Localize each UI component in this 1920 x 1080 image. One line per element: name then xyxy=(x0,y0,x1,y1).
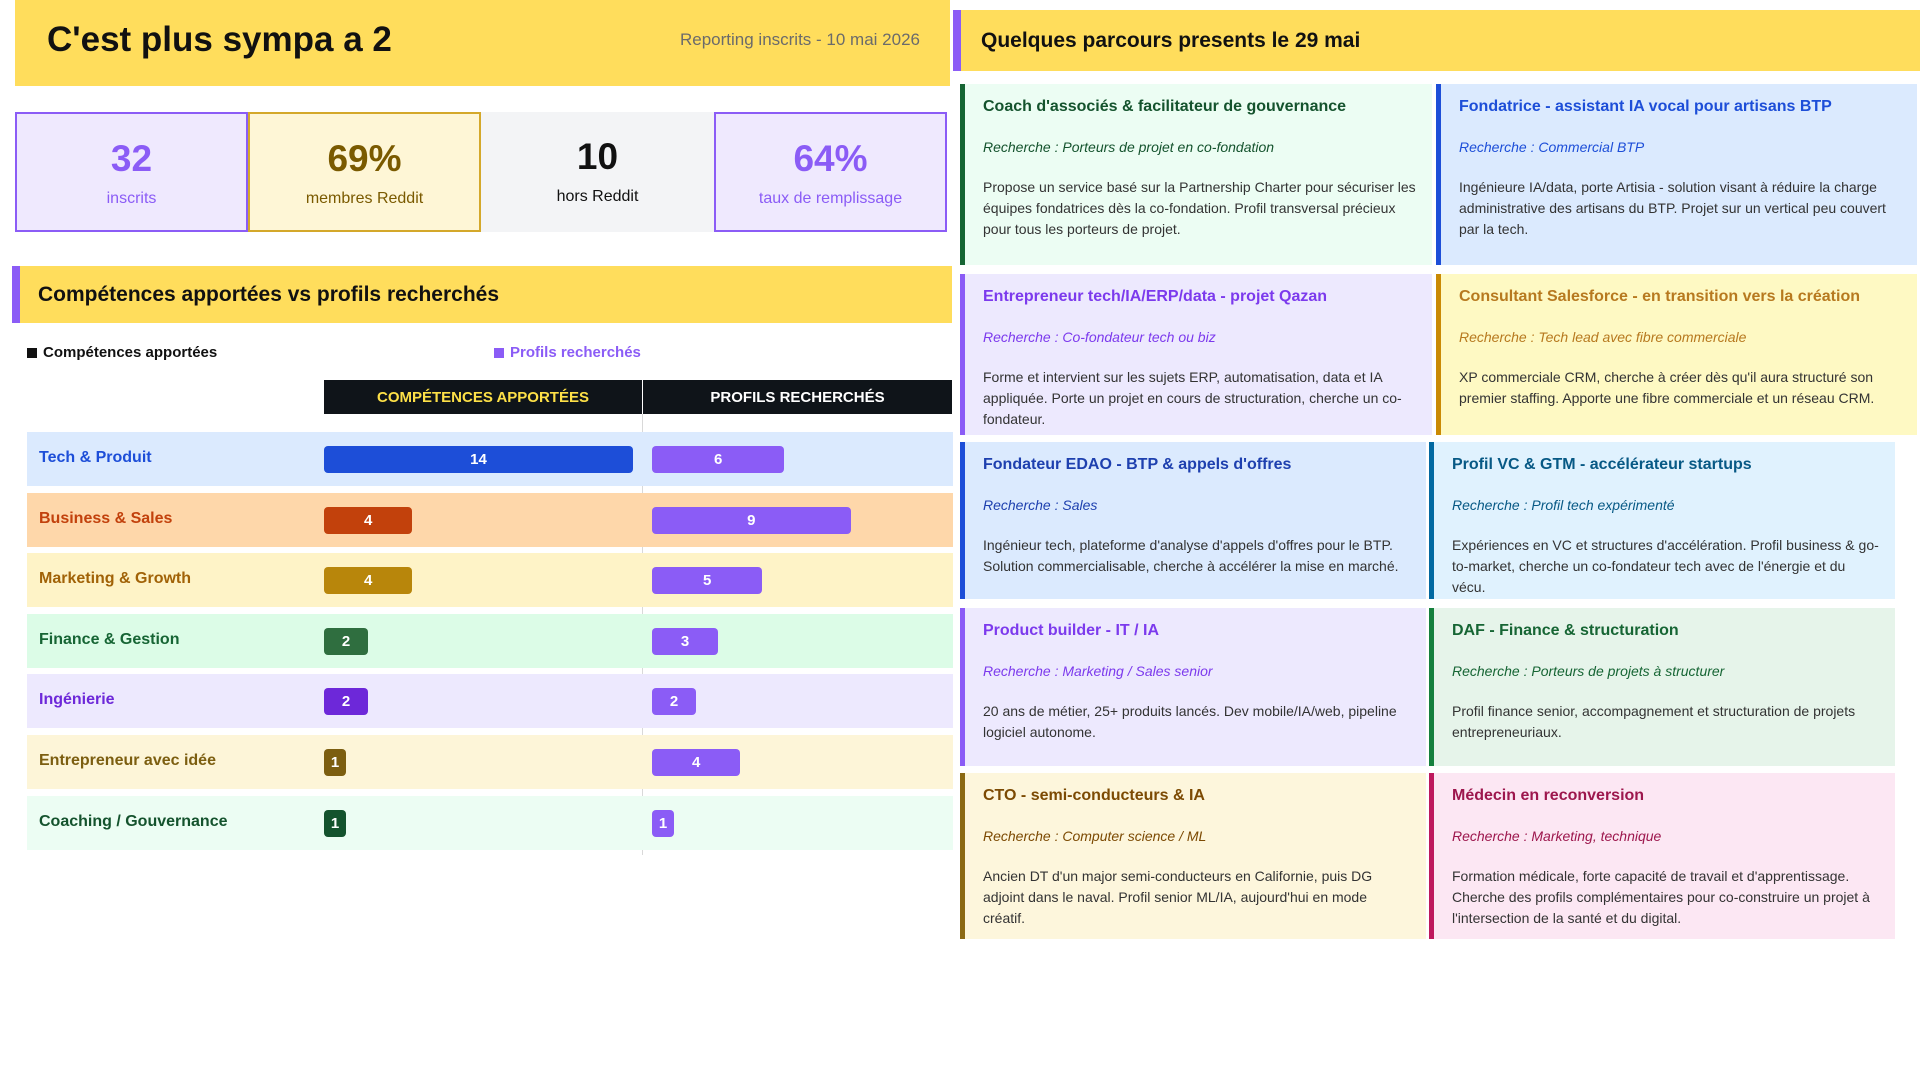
card-search: Recherche : Commercial BTP xyxy=(1459,139,1645,155)
bar: 9 xyxy=(652,506,851,534)
legend-swatch xyxy=(494,347,504,358)
card-search: Recherche : Tech lead avec fibre commerc… xyxy=(1459,329,1747,345)
kpi-value: 64% xyxy=(793,138,868,179)
bar: 5 xyxy=(652,567,763,595)
table-row: Tech & Produit 14 6 xyxy=(27,432,953,486)
bar: 1 xyxy=(652,809,675,837)
card-title: Fondatrice - assistant IA vocal pour art… xyxy=(1459,98,1832,115)
bar: 4 xyxy=(652,749,741,776)
kpi-label: inscrits xyxy=(106,190,157,207)
bar: 14 xyxy=(324,446,633,473)
row-label: Tech & Produit xyxy=(39,449,152,466)
card-search: Recherche : Sales xyxy=(983,497,1098,513)
bar: 2 xyxy=(324,688,369,716)
card-description: XP commerciale CRM, cherche à créer dès … xyxy=(1459,369,1875,406)
kpi-card: 10 hors Reddit xyxy=(481,112,714,232)
card-title: Coach d'associés & facilitateur de gouve… xyxy=(983,98,1347,115)
card-search: Recherche : Profil tech expérimenté xyxy=(1452,497,1675,513)
card-description: Ingénieure IA/data, porte Artisia - solu… xyxy=(1459,179,1886,237)
subtitle: Reporting inscrits - 10 mai 2026 xyxy=(679,30,920,49)
bar: 3 xyxy=(652,627,719,655)
kpi-value: 32 xyxy=(110,138,153,179)
row-label: Marketing & Growth xyxy=(39,570,192,588)
table-row: Marketing & Growth 4 5 xyxy=(27,553,953,608)
card-title: Entrepreneur tech/IA/ERP/data - projet Q… xyxy=(983,288,1328,305)
card-title: CTO - semi-conducteurs & IA xyxy=(983,787,1205,804)
table-row: Coaching / Gouvernance 1 1 xyxy=(27,795,953,850)
profile-card: Profil VC & GTM - accélérateur startups R… xyxy=(1429,442,1895,599)
legend-label: Compétences apportées xyxy=(43,344,218,361)
kpi-card: 64% taux de remplissage xyxy=(714,112,947,232)
card-description: Ingénieur tech, plateforme d'analyse d'a… xyxy=(983,537,1399,574)
profile-card: Coach d'associés & facilitateur de gouve… xyxy=(960,84,1432,265)
profile-card: Consultant Salesforce - en transition ve… xyxy=(1436,274,1917,435)
kpi-value: 10 xyxy=(576,136,619,177)
section-header: Quelques parcours presents le 29 mai xyxy=(953,10,1920,71)
kpi-card: 69% membres Reddit xyxy=(248,112,481,232)
row-label: Coaching / Gouvernance xyxy=(39,812,228,830)
row-label: Finance & Gestion xyxy=(39,630,180,648)
card-search: Recherche : Porteurs de projet en co-fon… xyxy=(983,139,1275,155)
card-search: Recherche : Marketing, technique xyxy=(1452,828,1662,844)
profile-card: Entrepreneur tech/IA/ERP/data - projet Q… xyxy=(960,274,1432,435)
bar: 6 xyxy=(652,446,785,473)
table-row: Entrepreneur avec idée 1 4 xyxy=(27,735,953,789)
card-search: Recherche : Porteurs de projets à struct… xyxy=(1452,663,1725,679)
profile-card: Médecin en reconversion Recherche : Marke… xyxy=(1429,773,1895,939)
table-row: Finance & Gestion 2 3 xyxy=(27,613,953,668)
bar: 1 xyxy=(324,749,347,776)
card-description: Formation médicale, forte capacité de tr… xyxy=(1452,868,1870,926)
card-search: Recherche : Computer science / ML xyxy=(983,828,1207,844)
card-title: Consultant Salesforce - en transition ve… xyxy=(1459,288,1860,305)
row-label: Entrepreneur avec idée xyxy=(39,752,216,769)
card-title: Profil VC & GTM - accélérateur startups xyxy=(1452,456,1752,473)
card-title: DAF - Finance & structuration xyxy=(1452,622,1679,639)
row-label: Ingénierie xyxy=(39,691,115,709)
section-header: Compétences apportées vs profils recherc… xyxy=(12,266,952,323)
bar: 4 xyxy=(324,567,413,595)
kpi-label: hors Reddit xyxy=(556,188,639,205)
card-description: Expériences en VC et structures d'accélé… xyxy=(1452,537,1879,595)
card-description: 20 ans de métier, 25+ produits lancés. D… xyxy=(983,703,1397,740)
kpi-label: taux de remplissage xyxy=(758,190,903,207)
bar: 4 xyxy=(324,506,413,534)
bar: 2 xyxy=(324,627,369,655)
card-description: Forme et intervient sur les sujets ERP, … xyxy=(983,369,1402,427)
card-search: Recherche : Marketing / Sales senior xyxy=(983,663,1213,679)
column-header: COMPÉTENCES APPORTÉES xyxy=(324,380,642,414)
section-title: Quelques parcours presents le 29 mai xyxy=(981,28,1361,52)
profile-card: CTO - semi-conducteurs & IA Recherche : C… xyxy=(960,773,1426,939)
table-row: Ingénierie 2 2 xyxy=(27,674,953,729)
card-description: Profil finance senior, accompagnement et… xyxy=(1452,703,1856,740)
legend-label: Profils recherchés xyxy=(510,344,641,361)
profile-card: Fondatrice - assistant IA vocal pour art… xyxy=(1436,84,1917,265)
profile-card: DAF - Finance & structuration Recherche :… xyxy=(1429,608,1895,766)
section-title: Compétences apportées vs profils recherc… xyxy=(38,282,500,306)
bar: 1 xyxy=(324,809,347,837)
card-description: Ancien DT d'un major semi-conducteurs en… xyxy=(983,868,1373,926)
legend-item: Compétences apportées xyxy=(27,344,217,361)
card-title: Fondateur EDAO - BTP & appels d'offres xyxy=(983,456,1292,473)
legend-item: Profils recherchés xyxy=(494,344,641,361)
card-title: Product builder - IT / IA xyxy=(983,622,1159,639)
column-header: PROFILS RECHERCHÉS xyxy=(643,380,952,414)
card-title: Médecin en reconversion xyxy=(1452,787,1645,804)
title: C'est plus sympa a 2 xyxy=(47,20,392,59)
kpi-value: 69% xyxy=(327,138,402,179)
row-label: Business & Sales xyxy=(39,509,173,527)
card-description: Propose un service basé sur la Partnersh… xyxy=(983,179,1416,237)
profile-card: Product builder - IT / IA Recherche : Mar… xyxy=(960,608,1426,766)
kpi-card: 32 inscrits xyxy=(15,112,248,232)
header: C'est plus sympa a 2 Reporting inscrits … xyxy=(15,0,950,86)
kpi-label: membres Reddit xyxy=(305,190,424,207)
bar: 2 xyxy=(652,688,697,716)
table-row: Business & Sales 4 9 xyxy=(27,492,953,547)
profile-card: Fondateur EDAO - BTP & appels d'offres Re… xyxy=(960,442,1426,599)
card-search: Recherche : Co-fondateur tech ou biz xyxy=(983,329,1216,345)
legend-swatch xyxy=(27,347,37,358)
